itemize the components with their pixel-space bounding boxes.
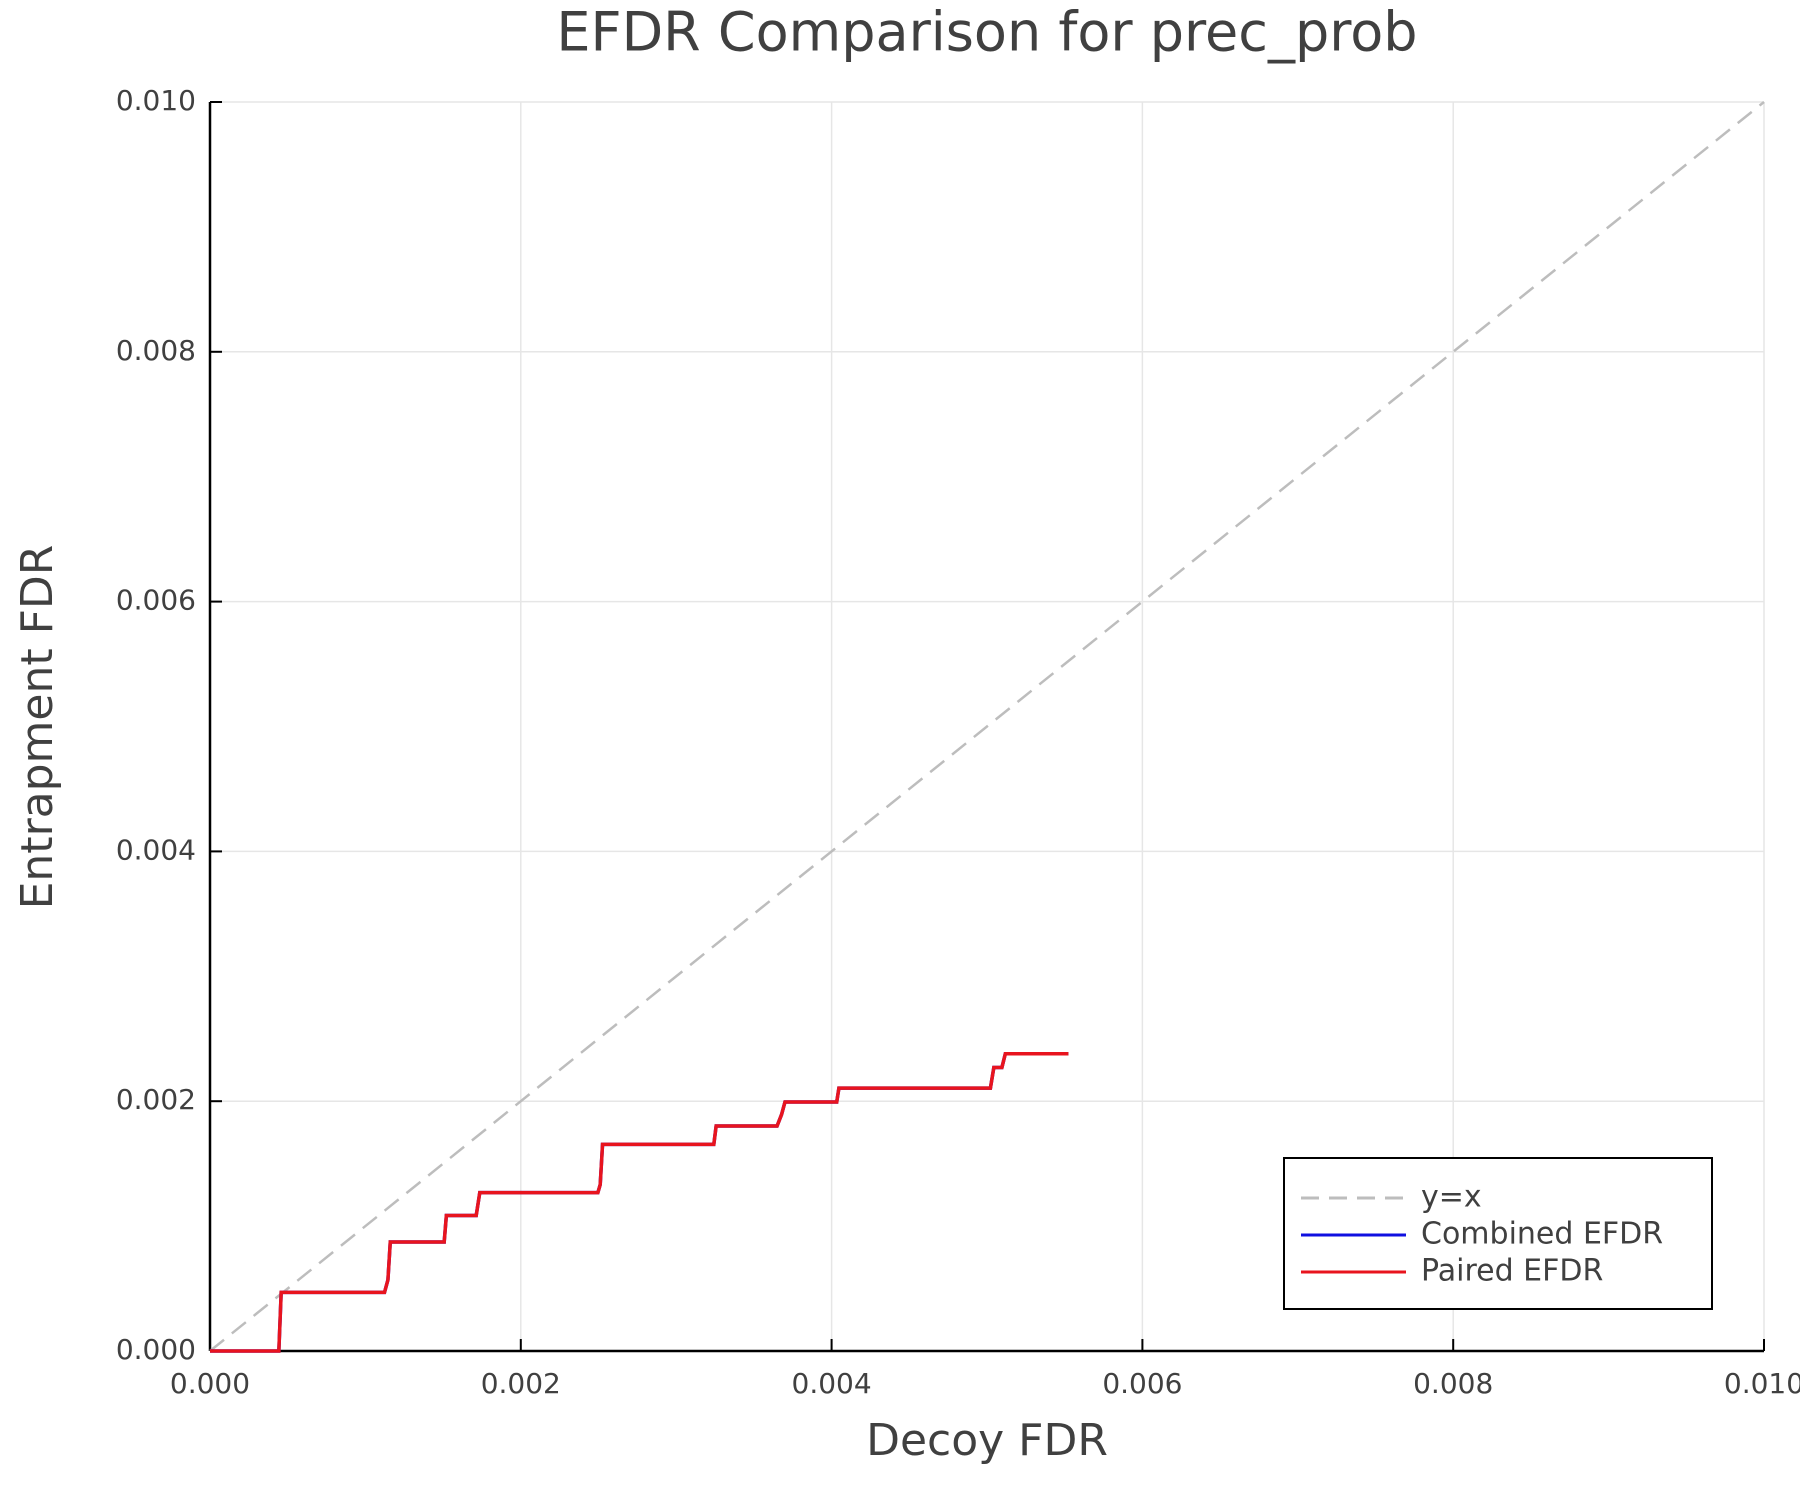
x-tick-label: 0.006 — [1102, 1367, 1182, 1400]
series-line — [210, 1051, 1069, 1353]
series-line — [210, 1051, 1069, 1353]
x-tick-label: 0.010 — [1724, 1367, 1800, 1400]
series-line — [209, 101, 1765, 1352]
y-tick-label: 0.004 — [116, 833, 196, 866]
legend-label: Combined EFDR — [1421, 1217, 1663, 1252]
x-tick-label: 0.008 — [1413, 1367, 1493, 1400]
x-tick-label: 0.002 — [481, 1367, 561, 1400]
legend-label: y=x — [1421, 1180, 1482, 1215]
chart-title: EFDR Comparison for prec_prob — [556, 1, 1417, 64]
x-tick-label: 0.000 — [170, 1367, 250, 1400]
y-tick-label: 0.010 — [116, 84, 196, 117]
x-axis-label: Decoy FDR — [866, 1415, 1108, 1466]
y-tick-label: 0.002 — [116, 1083, 196, 1116]
y-axis-label: Entrapment FDR — [12, 545, 63, 910]
y-tick-label: 0.006 — [116, 584, 196, 617]
y-tick-label: 0.008 — [116, 334, 196, 367]
y-tick-label: 0.000 — [116, 1333, 196, 1366]
legend-label: Paired EFDR — [1421, 1254, 1603, 1289]
x-tick-label: 0.004 — [792, 1367, 872, 1400]
